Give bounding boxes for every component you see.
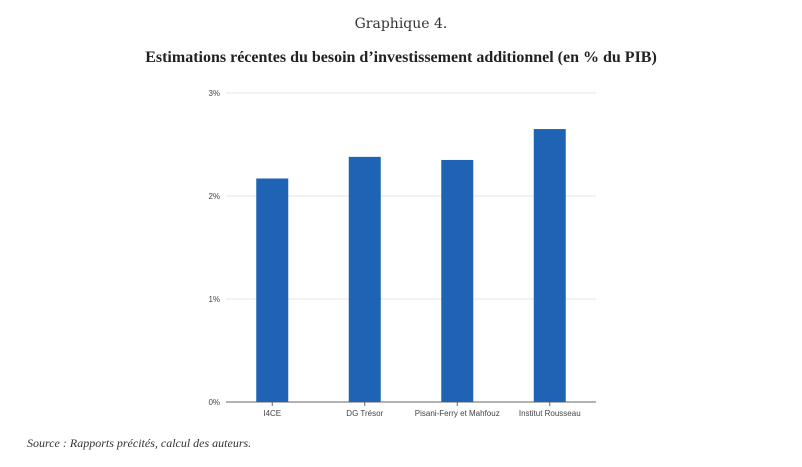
bar	[348, 156, 381, 402]
chart-title: Estimations récentes du besoin d’investi…	[145, 49, 657, 66]
y-axis-ticks: 0% 1% 2% 3%	[208, 89, 220, 407]
bars	[256, 129, 566, 403]
x-tick-label: Pisani-Ferry et Mahfouz	[415, 409, 500, 418]
bar	[441, 159, 474, 402]
bar	[256, 178, 289, 402]
bar	[533, 129, 566, 403]
y-tick-label: 2%	[208, 192, 220, 201]
y-tick-label: 1%	[208, 295, 220, 304]
y-tick-label: 0%	[208, 398, 220, 407]
y-tick-label: 3%	[208, 89, 220, 98]
x-tick-label: Institut Rousseau	[519, 409, 581, 418]
x-tick-label: DG Trésor	[346, 409, 383, 418]
x-tick-label: I4CE	[263, 409, 281, 418]
x-axis-ticks: I4CE DG Trésor Pisani-Ferry et Mahfouz Inst…	[263, 402, 581, 418]
figure-label: Graphique 4.	[354, 16, 448, 32]
source-note: Source : Rapports précités, calcul des a…	[27, 436, 252, 450]
